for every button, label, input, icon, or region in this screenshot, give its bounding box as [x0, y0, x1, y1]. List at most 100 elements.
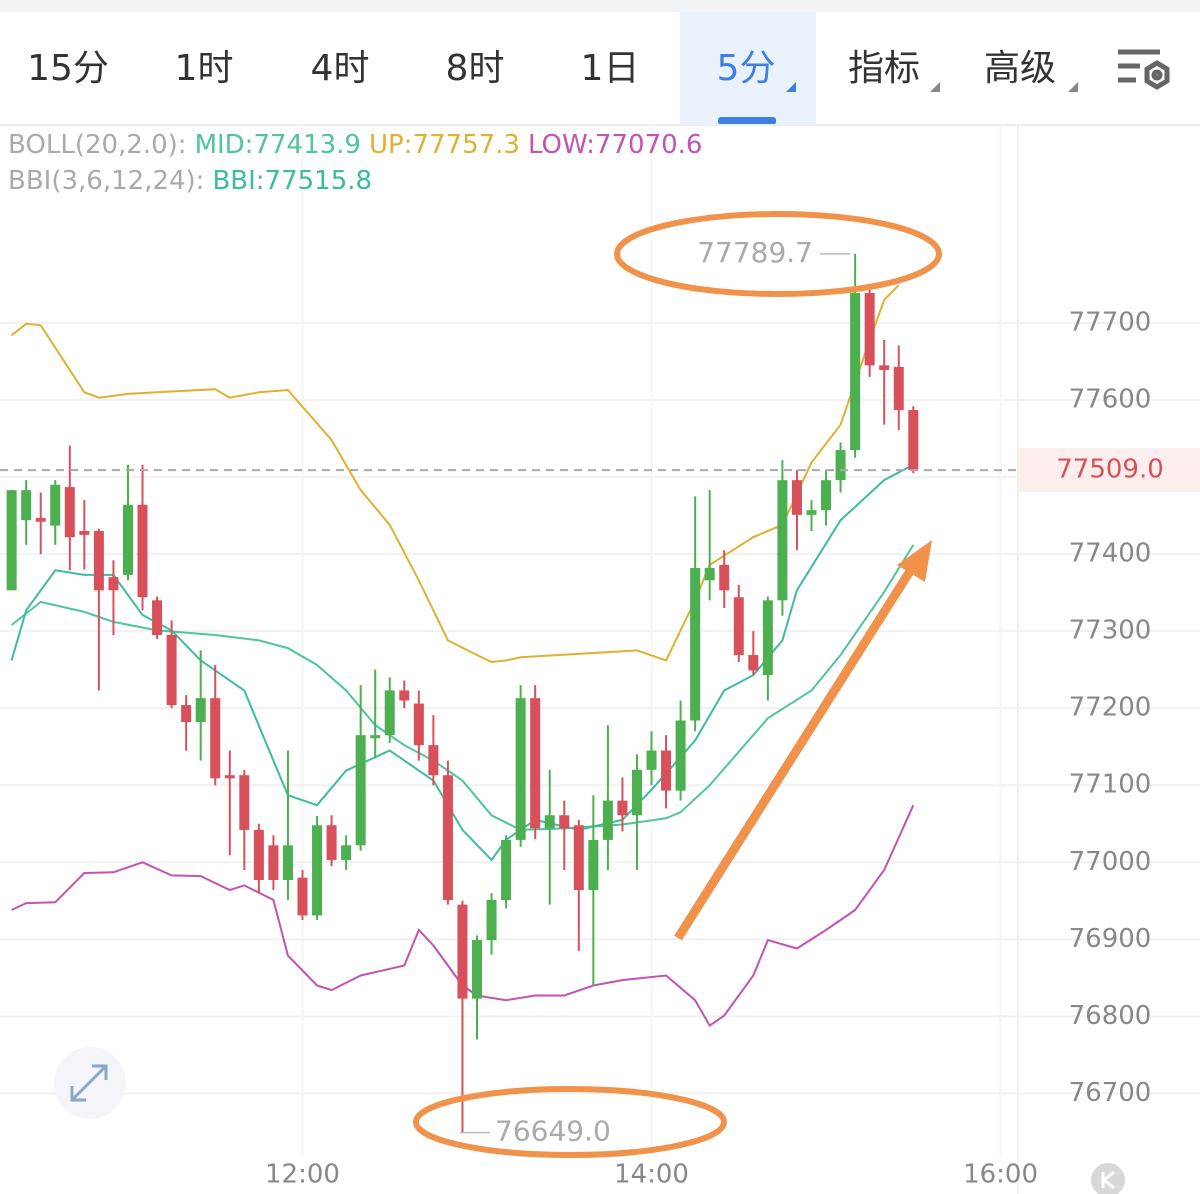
last-price-bg	[1018, 448, 1200, 493]
timeframe-tab[interactable]: 1时	[175, 48, 234, 89]
y-tick-label: 77100	[1069, 770, 1152, 800]
candle-body	[661, 750, 672, 791]
candle-body	[64, 487, 75, 538]
indicator-name: BOLL(20,2.0):	[8, 130, 187, 160]
timeframe-tab[interactable]: 8时	[446, 48, 505, 89]
candle-body	[501, 839, 512, 901]
annotation-marks	[413, 211, 942, 1158]
candle-body	[631, 769, 642, 816]
indicator-value: UP:77757.3	[369, 130, 520, 160]
candle-body	[733, 597, 744, 656]
x-tick-label: 12:00	[265, 1160, 340, 1190]
status-strip	[0, 0, 1200, 12]
candle-body	[748, 655, 759, 671]
candle-body	[893, 366, 904, 411]
y-tick-label: 77400	[1069, 539, 1152, 569]
k-icon[interactable]	[1091, 1163, 1125, 1194]
settings-icon[interactable]	[1118, 49, 1170, 90]
timeframe-tab[interactable]: 高级	[984, 48, 1056, 89]
timeframe-tab[interactable]: 5分	[717, 48, 776, 89]
candle-body	[559, 815, 570, 829]
timeframe-tab[interactable]: 指标	[848, 48, 920, 89]
candle-body	[355, 735, 366, 846]
candle-body	[544, 815, 555, 829]
y-tick-label: 77700	[1069, 307, 1152, 337]
y-tick-label: 76700	[1069, 1078, 1152, 1108]
candle-body	[486, 900, 497, 941]
timeframe-tab[interactable]: 15分	[27, 48, 109, 89]
candle-body	[35, 517, 46, 522]
y-tick-label: 76800	[1069, 1001, 1152, 1031]
candle-body	[413, 703, 424, 746]
candle-body	[864, 292, 875, 366]
candle-body	[239, 775, 250, 830]
candle-body	[530, 698, 541, 829]
last-price-label: 77509.0	[1056, 455, 1164, 485]
selected-tab-indicator	[718, 117, 776, 125]
candle-body	[210, 698, 221, 779]
arrow-head	[897, 540, 932, 582]
expand-icon[interactable]	[54, 1047, 126, 1119]
candle-body	[79, 530, 90, 535]
y-tick-label: 77600	[1069, 385, 1152, 415]
candle-body	[850, 292, 861, 451]
candle-body	[675, 720, 686, 791]
timeframe-tab[interactable]: 4时	[311, 48, 370, 89]
candle-body	[515, 698, 526, 840]
selected-tab-bg	[680, 12, 816, 125]
candle-body	[399, 690, 410, 701]
candle-body	[166, 634, 177, 706]
indicator-value: BBI:77515.8	[212, 166, 372, 196]
overlay: 77509.0 77789.7 76649.0	[0, 236, 1200, 1148]
candle-body	[908, 410, 919, 471]
candle-body	[646, 750, 657, 770]
y-tick-label: 77200	[1069, 693, 1152, 723]
candle-body	[341, 845, 352, 860]
candle-body	[122, 504, 133, 575]
candle-body	[762, 600, 773, 676]
dropdown-caret	[930, 82, 940, 92]
timeframe-tab[interactable]: 1日	[581, 48, 640, 89]
candle-body	[195, 698, 206, 723]
candle-body	[806, 510, 817, 515]
x-tick-label: 16:00	[963, 1160, 1038, 1190]
candle-body	[442, 775, 453, 901]
candle-body	[588, 839, 599, 890]
candle-body	[835, 450, 846, 481]
candle-body	[370, 735, 381, 739]
candle-body	[573, 825, 584, 890]
candle-body	[312, 825, 323, 916]
low-annotation: 76649.0	[495, 1115, 611, 1148]
candle-body	[821, 480, 832, 511]
candle-body	[108, 577, 119, 591]
candle-body	[326, 825, 337, 860]
candle-body	[297, 877, 308, 916]
candle-body	[21, 490, 32, 521]
indicator-value: LOW:77070.6	[528, 130, 702, 160]
candle-body	[6, 490, 17, 591]
candle-body	[181, 705, 192, 723]
candle-body	[384, 690, 395, 736]
candle-body	[690, 567, 701, 721]
candle-body	[282, 845, 293, 880]
grid: 76700 76800 76900 77000 77100 77200 77300 77400…	[0, 125, 1200, 1190]
indicator-legend: BBI(3,6,12,24): BBI:77515.8	[8, 166, 372, 196]
y-tick-label: 76900	[1069, 924, 1152, 954]
candle-body	[602, 800, 613, 840]
high-annotation: 77789.7	[697, 236, 813, 269]
dropdown-caret	[786, 82, 796, 92]
dropdown-caret	[1068, 82, 1078, 92]
candle-body	[879, 365, 890, 370]
candle-body	[50, 484, 61, 526]
indicator-value: MID:77413.9	[195, 130, 361, 160]
candle-body	[268, 845, 279, 880]
y-tick-label: 77000	[1069, 847, 1152, 877]
y-tick-label: 77300	[1069, 616, 1152, 646]
candle-body	[719, 564, 730, 591]
candle-body	[472, 940, 483, 999]
indicator-line	[11, 804, 915, 1028]
candle-body	[457, 904, 468, 999]
candle-body	[253, 829, 264, 880]
candle-body	[791, 480, 802, 515]
